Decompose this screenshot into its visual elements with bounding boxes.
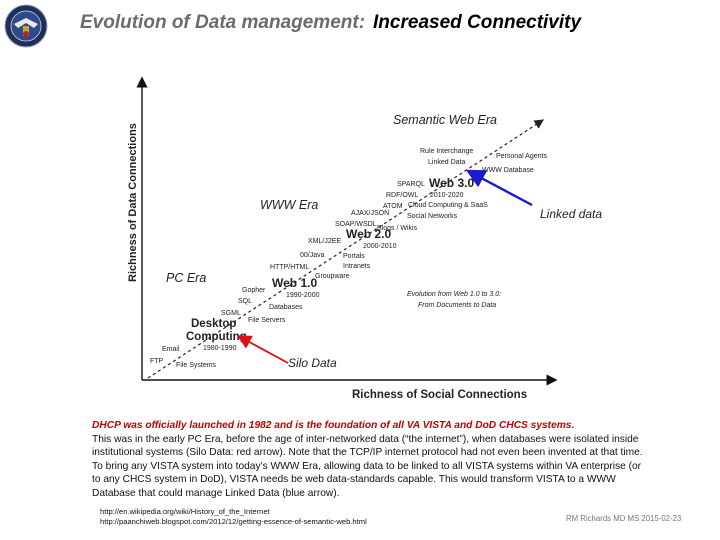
pc-era-label: PC Era [166,271,206,285]
web10-right-item: File Servers [248,317,286,324]
web30-years: 2010-2020 [430,192,464,199]
silo-data-arrow [236,335,289,364]
author-credit: RM Richards MD MS 2015-02-23 [566,514,682,523]
linked-data-label: Linked data [540,207,602,221]
web30-left-item: ATOM [383,203,403,210]
reference-link[interactable]: http://paanchiweb.blogspot.com/2012/12/g… [100,517,367,527]
web20-cluster: AJAX/JSON SOAP/WSDL XML/J2EE 00/Java Web… [300,210,397,280]
body-text: DHCP was officially launched in 1982 and… [92,419,652,501]
slide-title: Evolution of Data management: Increased C… [80,12,581,34]
web10-left-item: HTTP/HTML [270,264,309,271]
web20-label: Web 2.0 [346,227,391,241]
title-part-2: Increased Connectivity [373,12,582,33]
web20-left-item: 00/Java [300,252,325,259]
desktop-left-item: FTP [150,358,164,365]
web20-left-item: AJAX/JSON [351,210,389,217]
web30-right-item: Personal Agents [496,153,547,160]
web10-label: Web 1.0 [272,276,317,290]
web10-right-item: Databases [269,304,303,311]
y-axis-label: Richness of Data Connections [127,123,139,282]
web30-right-item: Blogs / Wikis [377,225,418,232]
x-axis-label: Richness of Social Connections [352,389,527,401]
www-era-label: WWW Era [260,198,318,212]
web30-left-item: SPARQL [397,181,425,188]
web10-left-item: SGML [221,310,241,317]
web20-years: 2000-2010 [363,243,397,250]
dhcp-highlight: DHCP was officially launched in 1982 and… [92,420,575,431]
web10-left-item: SQL [238,298,252,305]
web30-cluster: Rule Interchange Linked Data SPARQL RDF/… [377,148,547,232]
desktop-years: 1980-1990 [203,345,237,352]
web20-right-item: Intranets [343,263,371,270]
web20-right-item: Portals [343,253,365,260]
title-part-1: Evolution of Data management: [80,12,366,33]
desktop-label: Desktop [191,318,236,330]
web30-left-item: Rule Interchange [420,148,473,155]
trend-line [147,119,545,379]
web20-left-item: XML/J2EE [308,238,341,245]
web30-left-item: RDF/OWL [386,192,418,199]
web20-left-item: SOAP/WSDL [335,221,377,228]
diagram-caption-line2: From Documents to Data [418,302,496,309]
semantic-web-era-label: Semantic Web Era [393,113,497,127]
web10-years: 1990-2000 [286,292,320,299]
web20-right-item: Groupware [315,273,350,280]
desktop-left-item: Email [162,346,180,353]
diagram-caption-line1: Evolution from Web 1.0 to 3.0: [407,291,501,298]
web30-label: Web 3.0 [429,176,474,190]
desktop-right-item: File Systems [176,362,217,369]
va-seal-icon [4,4,48,48]
web30-left-item: Linked Data [428,159,465,166]
silo-data-label: Silo Data [288,356,337,370]
desktop-cluster: Desktop Computing 1980-1990 Email FTP Fi… [150,318,247,369]
web10-left-item: Gopher [242,287,266,294]
linked-data-arrow [465,169,533,207]
reference-link[interactable]: http://en.wikipedia.org/wiki/History_of_… [100,507,270,516]
computing-label: Computing [186,331,247,343]
web30-right-item: WWW Database [482,167,534,174]
web30-right-item: Cloud Computing & SaaS [408,202,488,209]
web10-cluster: HTTP/HTML Gopher SQL SGML Web 1.0 1990-2… [221,264,320,324]
evolution-diagram: Richness of Data Connections Richness of… [127,76,602,401]
body-paragraph: This was in the early PC Era, before the… [92,433,643,499]
web30-right-item: Social Networks [407,213,458,220]
references: http://en.wikipedia.org/wiki/History_of_… [100,507,367,528]
